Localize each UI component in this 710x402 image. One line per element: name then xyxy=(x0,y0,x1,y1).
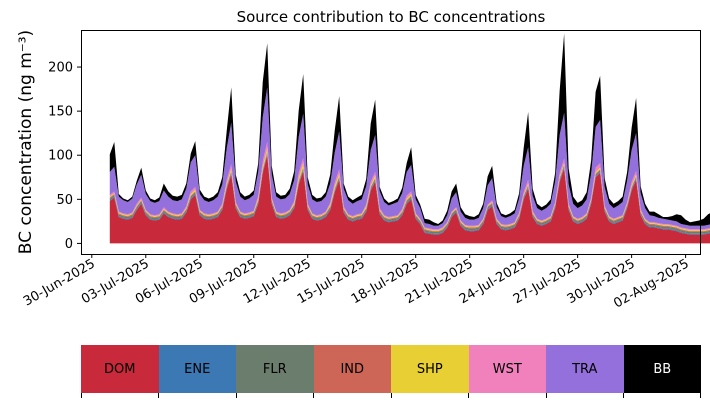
y-tick-label: 200 xyxy=(48,61,73,76)
plot-frame xyxy=(81,30,701,255)
legend-item-flr: FLR xyxy=(236,345,314,393)
legend-ticks xyxy=(81,393,701,399)
chart-title: Source contribution to BC concentrations xyxy=(237,8,546,26)
legend-item-bb: BB xyxy=(623,345,701,393)
y-axis-ticks: 0 50 100 150 200 xyxy=(48,61,81,252)
legend-item-wst: WST xyxy=(468,345,546,393)
legend-item-tra: TRA xyxy=(546,345,624,393)
y-axis-label: BC concentration (ng m⁻³) xyxy=(16,30,36,254)
area-tra xyxy=(109,87,710,230)
legend-item-ene: ENE xyxy=(158,345,236,393)
stacked-area-chart: Source contribution to BC concentrations… xyxy=(16,8,710,312)
legend-item-dom: DOM xyxy=(81,345,159,393)
y-tick-label: 0 xyxy=(65,237,73,252)
y-tick-label: 100 xyxy=(48,149,73,164)
legend-item-shp: SHP xyxy=(391,345,469,393)
color-legend: DOM ENE FLR IND SHP WST TRA BB xyxy=(81,345,701,393)
y-tick-label: 150 xyxy=(48,105,73,120)
y-tick-label: 50 xyxy=(56,193,73,208)
area-layers xyxy=(109,33,710,244)
area-bb xyxy=(109,33,710,226)
area-flr xyxy=(109,152,710,234)
area-dom xyxy=(109,155,710,244)
x-axis-ticks: 30-Jun-202503-Jul-202506-Jul-202509-Jul-… xyxy=(21,254,692,312)
legend-item-ind: IND xyxy=(313,345,391,393)
